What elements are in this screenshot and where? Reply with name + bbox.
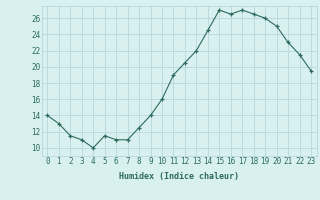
X-axis label: Humidex (Indice chaleur): Humidex (Indice chaleur) bbox=[119, 172, 239, 181]
